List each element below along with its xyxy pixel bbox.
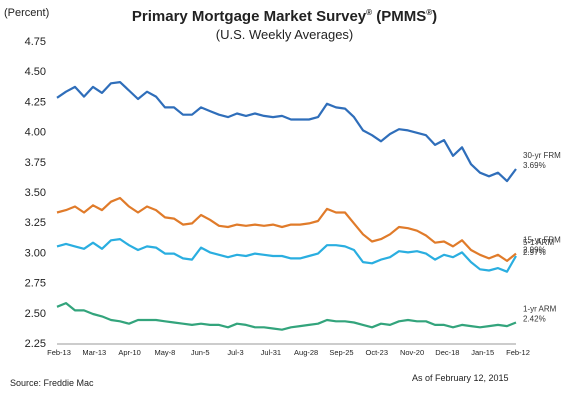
x-tick-label: Mar-13 [82,348,106,357]
series-end-value: 2.99% [523,246,546,255]
y-tick-label: 3.25 [25,217,46,229]
series-line-30-yr-frm [56,80,517,183]
x-tick-label: Apr-10 [118,348,141,357]
x-tick-label: Feb-12 [506,348,530,357]
series-label: 15-yr FRM [523,236,561,245]
y-tick-label: 4.75 [25,36,46,48]
series-label: 30-yr FRM [523,151,561,160]
series-line-15-yr-frm [56,196,517,262]
y-tick-label: 2.25 [25,338,46,350]
chart-title-suffix: (PMMS [372,8,427,25]
series-label: 5-1 ARM [523,238,554,247]
source-note: Source: Freddie Mac [10,378,94,388]
x-tick-label: May-8 [155,348,176,357]
y-tick-label: 4.00 [25,127,46,139]
y-axis-label: (Percent) [4,7,50,19]
y-tick-label: 3.00 [25,247,46,259]
chart-title: Primary Mortgage Market Survey® (PMMS®) [0,8,569,25]
x-tick-label: Jul-3 [227,348,243,357]
series-end-value: 3.69% [523,161,546,170]
y-tick-label: 4.50 [25,66,46,78]
series-line-1-yr-arm [56,302,517,331]
x-tick-label: Jan-15 [471,348,494,357]
x-tick-label: Sep-25 [329,348,353,357]
y-tick-label: 3.50 [25,187,46,199]
series-end-value: 2.97% [523,248,546,257]
y-tick-label: 3.75 [25,157,46,169]
chart-subtitle: (U.S. Weekly Averages) [215,27,354,42]
chart-title-close: ) [432,8,438,25]
series-label: 1-yr ARM [523,304,557,313]
x-tick-label: Jun-5 [191,348,210,357]
y-tick-label: 4.25 [25,96,46,108]
as-of-date: As of February 12, 2015 [412,373,509,383]
x-tick-label: Nov-20 [400,348,424,357]
x-tick-label: Dec-18 [435,348,459,357]
x-tick-label: Feb-13 [47,348,71,357]
chart-title-text: Primary Mortgage Market Survey [131,8,367,25]
series-line-5-1-arm [56,238,517,273]
x-tick-label: Aug-28 [294,348,318,357]
y-tick-label: 2.50 [25,308,46,320]
registered-mark-2: ® [426,8,433,17]
x-tick-label: Jul-31 [261,348,281,357]
y-tick-label: 2.75 [25,278,46,290]
x-tick-label: Oct-23 [366,348,389,357]
series-end-value: 2.42% [523,314,546,323]
registered-mark: ® [366,8,373,17]
